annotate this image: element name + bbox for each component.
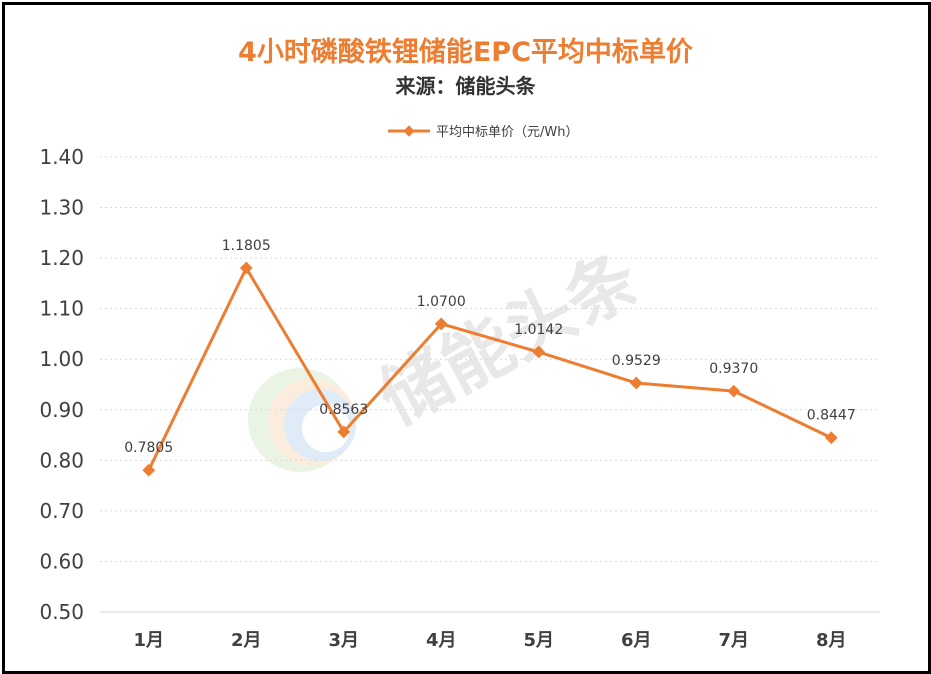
- data-label: 0.9529: [612, 353, 661, 369]
- data-label: 1.1805: [222, 238, 271, 254]
- x-tick-label: 5月: [523, 630, 554, 651]
- watermark-text: 储能头条: [366, 237, 652, 441]
- y-tick-label: 1.20: [39, 246, 84, 270]
- y-tick-label: 0.80: [39, 448, 84, 472]
- x-tick-label: 6月: [621, 630, 652, 651]
- y-tick-label: 0.70: [39, 499, 84, 523]
- data-label: 1.0142: [514, 322, 563, 338]
- y-tick-label: 1.40: [39, 145, 84, 169]
- x-tick-label: 2月: [231, 630, 262, 651]
- data-label: 0.9370: [709, 361, 758, 377]
- data-label: 1.0700: [417, 294, 466, 310]
- watermark-logo-icon: [248, 368, 356, 472]
- x-tick-label: 7月: [718, 630, 749, 651]
- data-label: 0.8563: [319, 402, 368, 418]
- y-tick-label: 0.50: [39, 600, 84, 624]
- x-tick-label: 8月: [816, 630, 847, 651]
- chart-title: 4小时磷酸铁锂储能EPC平均中标单价: [238, 37, 693, 68]
- data-point-marker: [142, 463, 156, 477]
- legend: 平均中标单价（元/Wh）: [388, 125, 578, 140]
- series-group: 0.7805 1.1805 0.8563 1.0700 1.0142 0.9529 0.93…: [124, 238, 856, 477]
- data-point-marker: [434, 317, 448, 331]
- data-point-marker: [239, 261, 253, 275]
- data-point-marker: [824, 431, 838, 445]
- x-tick-label: 1月: [133, 630, 164, 651]
- series-line: [147, 266, 832, 471]
- y-tick-label: 0.60: [39, 549, 84, 573]
- data-point-marker: [629, 376, 643, 390]
- legend-marker: [403, 125, 415, 137]
- data-point-marker: [337, 425, 351, 439]
- y-tick-label: 1.10: [39, 297, 84, 321]
- y-tick-label: 0.90: [39, 398, 84, 422]
- data-label: 0.8447: [807, 408, 856, 424]
- x-tick-label: 4月: [426, 630, 457, 651]
- x-axis-ticks: 1月 2月 3月 4月 5月 6月 7月 8月: [133, 630, 846, 651]
- chart-subtitle: 来源：储能头条: [395, 74, 536, 98]
- y-tick-label: 1.00: [39, 347, 84, 371]
- data-point-marker: [727, 384, 741, 398]
- y-tick-label: 1.30: [39, 196, 84, 220]
- x-tick-label: 3月: [328, 630, 359, 651]
- grid-lines: [100, 156, 880, 613]
- y-axis-ticks: 0.50 0.60 0.70 0.80 0.90 1.00 1.10 1.20 1.30 1.40: [39, 145, 84, 624]
- data-label: 0.7805: [124, 440, 173, 456]
- legend-label: 平均中标单价（元/Wh）: [436, 125, 578, 140]
